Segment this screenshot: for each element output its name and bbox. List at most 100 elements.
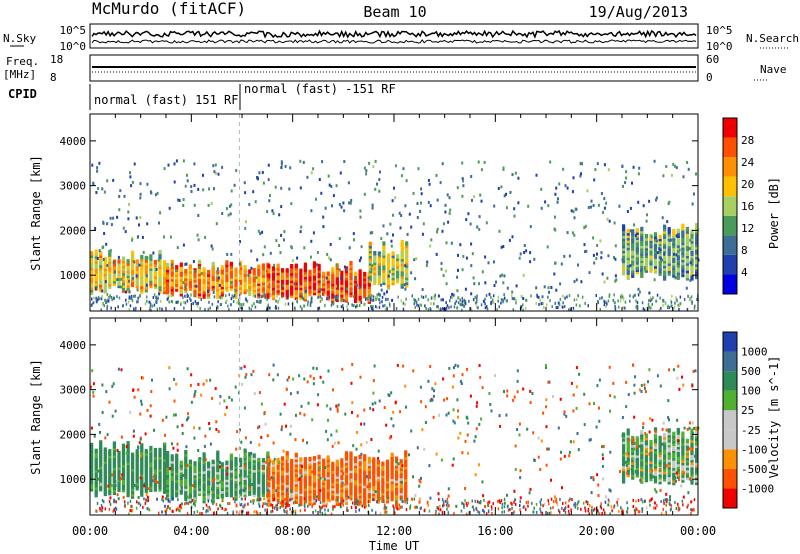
heatmap-cell — [140, 450, 144, 455]
heatmap-cell — [396, 278, 400, 284]
heatmap-cell — [126, 490, 130, 495]
heatmap-cell — [108, 257, 112, 262]
heatmap-cell — [117, 261, 121, 267]
heatmap-cell — [677, 439, 680, 443]
heatmap-cell — [331, 269, 335, 274]
heatmap-cell — [144, 280, 148, 285]
heatmap-cell — [631, 460, 635, 465]
heatmap-cell — [354, 478, 358, 483]
heatmap-cell — [626, 255, 630, 261]
heatmap-cell — [687, 491, 690, 495]
heatmap-cell — [649, 449, 653, 455]
heatmap-cell — [404, 462, 408, 467]
heatmap-cell — [207, 274, 211, 280]
heatmap-cell — [649, 253, 653, 258]
heatmap-cell — [175, 277, 179, 282]
heatmap-cell — [349, 280, 353, 286]
heatmap-cell — [533, 257, 536, 261]
heatmap-cell — [332, 388, 334, 392]
heatmap-cell — [510, 501, 512, 505]
heatmap-cell — [193, 478, 197, 483]
heatmap-cell — [690, 472, 694, 478]
heatmap-cell — [281, 275, 285, 280]
heatmap-cell — [276, 268, 280, 273]
heatmap-cell — [506, 493, 508, 497]
heatmap-cell — [644, 465, 648, 470]
heatmap-cell — [468, 299, 470, 303]
heatmap-cell — [427, 379, 430, 383]
heatmap-cell — [94, 451, 98, 456]
heatmap-cell — [436, 230, 438, 234]
heatmap-cell — [230, 303, 232, 307]
heatmap-cell — [382, 270, 386, 276]
heatmap-cell — [419, 303, 421, 307]
heatmap-cell — [108, 461, 112, 466]
heatmap-cell — [340, 305, 343, 309]
heatmap-cell — [267, 478, 271, 483]
heatmap-cell — [461, 161, 464, 165]
heatmap-cell — [363, 274, 367, 279]
heatmap-cell — [269, 459, 272, 463]
heatmap-cell — [281, 280, 285, 285]
heatmap-cell — [635, 238, 639, 243]
range-tick-label: 1000 — [60, 269, 87, 282]
heatmap-cell — [413, 302, 415, 306]
heatmap-cell — [502, 298, 505, 302]
heatmap-cell — [667, 467, 671, 473]
heatmap-cell — [264, 422, 267, 426]
colorbar-tick-label: 24 — [741, 156, 755, 169]
heatmap-cell — [108, 454, 112, 459]
heatmap-cell — [474, 473, 477, 477]
heatmap-cell — [175, 279, 179, 285]
heatmap-cell — [442, 503, 445, 507]
heatmap-cell — [175, 300, 178, 304]
heatmap-cell — [681, 461, 685, 466]
heatmap-cell — [626, 248, 630, 253]
heatmap-cell — [230, 281, 233, 285]
heatmap-cell — [363, 192, 366, 196]
heatmap-cell — [424, 421, 427, 424]
heatmap-cell — [265, 460, 268, 464]
heatmap-cell — [225, 463, 229, 468]
heatmap-cell — [225, 460, 229, 465]
heatmap-cell — [428, 464, 431, 468]
heatmap-cell — [252, 470, 256, 475]
heatmap-cell — [399, 469, 403, 474]
heatmap-cell — [229, 463, 233, 468]
heatmap-cell — [202, 489, 206, 494]
heatmap-cell — [268, 306, 271, 310]
heatmap-cell — [440, 307, 442, 311]
heatmap-cell — [251, 483, 254, 486]
heatmap-cell — [641, 301, 644, 305]
heatmap-cell — [140, 287, 144, 292]
heatmap-cell — [140, 487, 144, 492]
heatmap-cell — [540, 498, 543, 502]
heatmap-cell — [336, 304, 339, 308]
heatmap-cell — [184, 481, 188, 487]
heatmap-cell — [188, 496, 192, 501]
heatmap-cell — [354, 471, 358, 476]
heatmap-cell — [275, 299, 277, 303]
heatmap-cell — [444, 203, 447, 207]
heatmap-cell — [108, 400, 111, 404]
heatmap-cell — [457, 301, 460, 305]
heatmap-cell — [179, 292, 183, 297]
heatmap-cell — [308, 269, 312, 275]
heatmap-cell — [622, 464, 626, 469]
heatmap-cell — [681, 272, 685, 278]
heatmap-cell — [147, 487, 150, 491]
heatmap-cell — [158, 264, 162, 269]
heatmap-cell — [648, 430, 651, 434]
heatmap-cell — [689, 238, 692, 242]
heatmap-cell — [622, 239, 626, 244]
heatmap-cell — [112, 463, 116, 468]
heatmap-cell — [354, 463, 358, 469]
heatmap-cell — [186, 416, 189, 420]
heatmap-cell — [372, 408, 375, 412]
heatmap-cell — [438, 308, 440, 312]
heatmap-cell — [323, 477, 326, 481]
heatmap-cell — [112, 488, 116, 493]
heatmap-cell — [91, 163, 94, 167]
heatmap-cell — [525, 501, 528, 504]
heatmap-cell — [622, 236, 626, 241]
